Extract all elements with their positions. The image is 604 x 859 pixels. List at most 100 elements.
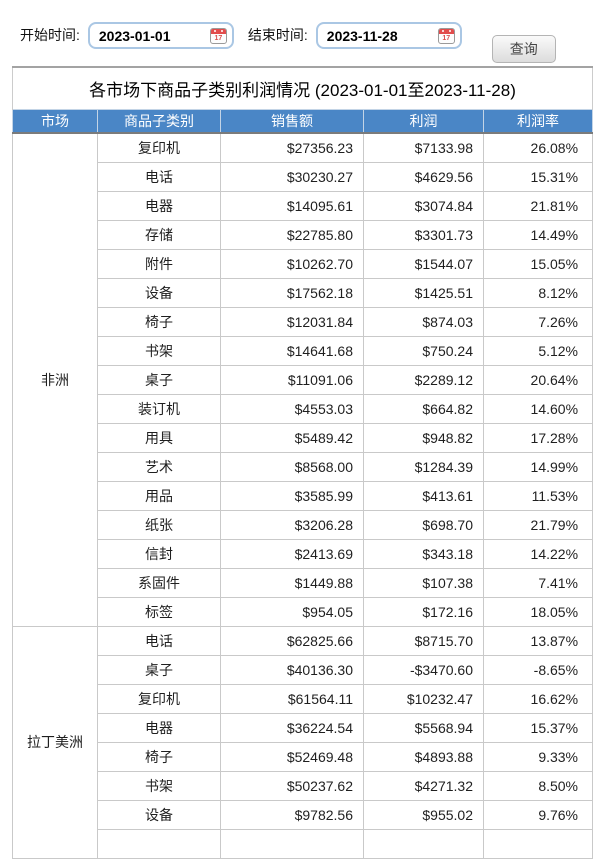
sales-cell: $4553.03 (220, 393, 364, 424)
table-row: 椅子 $52469.48 $4893.88 9.33% (13, 741, 594, 772)
table-row: 电器 $14095.61 $3074.84 21.81% (13, 190, 594, 221)
sales-cell: $12031.84 (220, 306, 364, 337)
margin-cell: 7.26% (482, 306, 594, 337)
table-row: 存储 $22785.80 $3301.73 14.49% (13, 219, 594, 250)
margin-cell: 26.08% (482, 132, 594, 163)
profit-cell: $107.38 (363, 567, 484, 598)
empty-cell (363, 828, 484, 859)
sales-cell: $17562.18 (220, 277, 364, 308)
calendar-icon-day: 17 (214, 34, 223, 42)
market-cell: 非洲 (12, 132, 98, 627)
margin-cell: 14.22% (482, 538, 594, 569)
subcategory-cell: 标签 (97, 596, 221, 627)
subcategory-cell: 装订机 (97, 393, 221, 424)
table-row: 电话 $30230.27 $4629.56 15.31% (13, 161, 594, 192)
subcategory-cell: 纸张 (97, 509, 221, 540)
empty-cell (482, 828, 594, 859)
sales-cell: $27356.23 (220, 132, 364, 163)
end-date-input[interactable]: 2023-11-28 17 (315, 22, 462, 49)
end-date-value: 2023-11-28 (326, 27, 398, 44)
table-row: 艺术 $8568.00 $1284.39 14.99% (13, 451, 594, 482)
sales-cell: $9782.56 (220, 799, 364, 830)
profit-cell: $1284.39 (363, 451, 484, 482)
sales-cell: $8568.00 (220, 451, 364, 482)
margin-cell: 14.60% (482, 393, 594, 424)
calendar-icon[interactable]: 17 (437, 27, 455, 44)
table-row: 设备 $9782.56 $955.02 9.76% (13, 799, 594, 830)
empty-cell (97, 828, 221, 859)
start-date-input[interactable]: 2023-01-01 17 (87, 22, 234, 49)
sales-cell: $61564.11 (220, 683, 364, 714)
profit-cell: $2289.12 (363, 364, 484, 395)
profit-cell: $8715.70 (363, 625, 484, 656)
subcategory-cell: 桌子 (97, 364, 221, 395)
sales-cell: $22785.80 (220, 219, 364, 250)
sales-cell: $14095.61 (220, 190, 364, 221)
end-time-label: 结束时间: (247, 27, 308, 43)
table-row: 纸张 $3206.28 $698.70 21.79% (13, 509, 594, 540)
margin-cell: 16.62% (482, 683, 594, 714)
query-button[interactable]: 查询 (491, 35, 556, 63)
sales-cell: $36224.54 (220, 712, 364, 743)
sales-cell: $954.05 (220, 596, 364, 627)
subcategory-cell: 书架 (97, 335, 221, 366)
margin-cell: -8.65% (482, 654, 594, 685)
subcategory-cell: 用品 (97, 480, 221, 511)
profit-cell: $5568.94 (363, 712, 484, 743)
margin-cell: 8.50% (482, 770, 594, 801)
sales-cell: $2413.69 (220, 538, 364, 569)
profit-cell: $10232.47 (363, 683, 484, 714)
profit-cell: $4629.56 (363, 161, 484, 192)
table-title-row: 各市场下商品子类别利润情况 (2023-01-01至2023-11-28) (11, 66, 594, 109)
margin-cell: 14.99% (482, 451, 594, 482)
margin-cell: 14.49% (482, 219, 594, 250)
table-row: 书架 $50237.62 $4271.32 8.50% (13, 770, 594, 801)
table-row: 复印机 $61564.11 $10232.47 16.62% (13, 683, 594, 714)
subcategory-cell: 设备 (97, 799, 221, 830)
subcategory-cell: 桌子 (97, 654, 221, 685)
profit-cell: $172.16 (363, 596, 484, 627)
profit-cell: $4271.32 (363, 770, 484, 801)
sales-cell: $3585.99 (220, 480, 364, 511)
table-row: 用具 $5489.42 $948.82 17.28% (13, 422, 594, 453)
sales-cell: $50237.62 (220, 770, 364, 801)
profit-cell: $750.24 (363, 335, 484, 366)
margin-cell: 5.12% (482, 335, 594, 366)
subcategory-cell: 系固件 (97, 567, 221, 598)
subcategory-cell: 附件 (97, 248, 221, 279)
table-row: 非洲 复印机 $27356.23 $7133.98 26.08% (12, 132, 594, 627)
subcategory-cell: 椅子 (97, 306, 221, 337)
sales-cell: $14641.68 (220, 335, 364, 366)
subcategory-cell: 存储 (97, 219, 221, 250)
margin-cell: 21.81% (482, 190, 594, 221)
calendar-icon-header (438, 28, 454, 34)
table-row: 桌子 $11091.06 $2289.12 20.64% (13, 364, 594, 395)
profit-cell: $3301.73 (363, 219, 484, 250)
profit-cell: $874.03 (363, 306, 484, 337)
profit-cell: $7133.98 (363, 132, 484, 163)
margin-cell: 17.28% (482, 422, 594, 453)
table-body: 非洲 复印机 $27356.23 $7133.98 26.08% 电话 $30230.27 $… (12, 132, 594, 859)
subcategory-cell: 电器 (97, 190, 221, 221)
calendar-icon-day: 17 (442, 34, 451, 42)
profit-cell: $664.82 (363, 393, 484, 424)
profit-cell: -$3470.60 (363, 654, 484, 685)
table-row: 书架 $14641.68 $750.24 5.12% (13, 335, 594, 366)
margin-cell: 7.41% (482, 567, 594, 598)
margin-cell: 20.64% (482, 364, 594, 395)
table-row: 系固件 $1449.88 $107.38 7.41% (13, 567, 594, 598)
column-header-profit: 利润 (363, 108, 484, 134)
table-header-row: 市场 商品子类别 销售额 利润 利润率 (12, 108, 594, 134)
subcategory-cell: 设备 (97, 277, 221, 308)
margin-cell: 21.79% (482, 509, 594, 540)
subcategory-cell: 用具 (97, 422, 221, 453)
sales-cell: $62825.66 (220, 625, 364, 656)
table-row: 标签 $954.05 $172.16 18.05% (13, 596, 594, 627)
profit-cell: $3074.84 (363, 190, 484, 221)
subcategory-cell: 信封 (97, 538, 221, 569)
calendar-icon[interactable]: 17 (209, 27, 227, 44)
table-row: 装订机 $4553.03 $664.82 14.60% (13, 393, 594, 424)
profit-table: 各市场下商品子类别利润情况 (2023-01-01至2023-11-28) 市场… (11, 66, 594, 859)
profit-cell: $1425.51 (363, 277, 484, 308)
column-header-sales: 销售额 (220, 108, 364, 134)
